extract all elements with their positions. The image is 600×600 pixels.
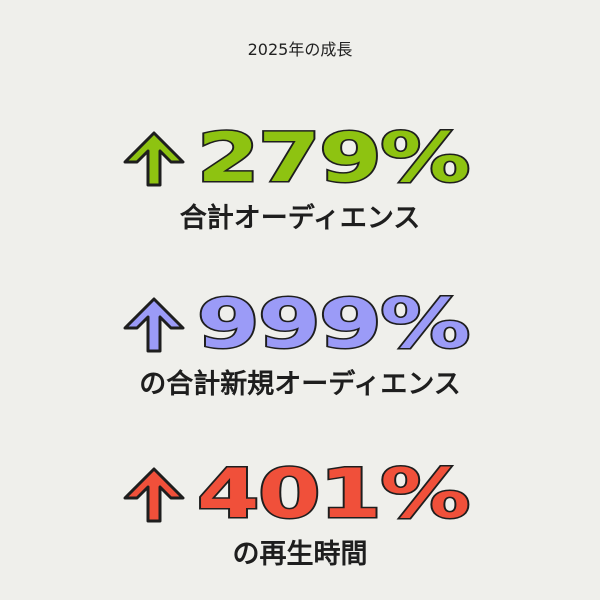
arrow-up-icon — [123, 131, 185, 187]
stat-label: の再生時間 — [232, 539, 368, 570]
arrow-up-icon — [123, 297, 185, 353]
stat-total-audience: 279% 合計オーディエンス — [0, 119, 600, 235]
arrow-up-icon — [123, 467, 185, 523]
stat-watch-time: 401% の再生時間 — [0, 455, 600, 571]
stat-label: の合計新規オーディエンス — [139, 369, 461, 400]
stat-label: 合計オーディエンス — [179, 203, 421, 234]
stat-value: 401% — [195, 455, 472, 534]
stat-value: 279% — [195, 119, 472, 198]
stat-new-audience: 999% の合計新規オーディエンス — [0, 285, 600, 401]
stat-value: 999% — [195, 285, 472, 364]
page-title: 2025年の成長 — [247, 40, 353, 59]
